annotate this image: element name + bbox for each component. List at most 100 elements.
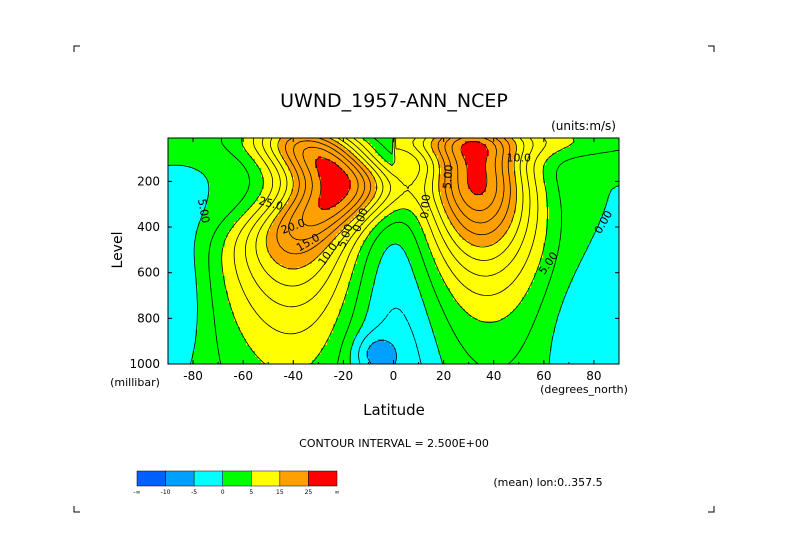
field-cell	[237, 219, 241, 223]
field-cell	[225, 168, 229, 172]
field-cell	[312, 249, 316, 253]
field-cell	[333, 324, 337, 328]
field-cell	[270, 270, 274, 274]
field-cell	[255, 336, 259, 340]
field-cell	[168, 246, 172, 250]
field-cell	[180, 246, 184, 250]
field-cell	[288, 219, 292, 223]
field-cell	[306, 321, 310, 325]
field-cell	[339, 264, 343, 268]
field-cell	[177, 354, 181, 358]
field-cell	[198, 234, 202, 238]
field-cell	[216, 219, 220, 223]
field-cell	[300, 159, 304, 163]
field-cell	[294, 288, 298, 292]
field-cell	[252, 288, 256, 292]
field-cell	[270, 240, 274, 244]
field-cell	[306, 198, 310, 202]
field-cell	[201, 153, 205, 157]
field-cell	[273, 156, 277, 160]
field-cell	[273, 336, 277, 340]
field-cell	[177, 309, 181, 313]
field-cell	[189, 174, 193, 178]
field-cell	[249, 156, 253, 160]
field-cell	[324, 258, 328, 262]
field-cell	[219, 147, 223, 151]
field-cell	[240, 159, 244, 163]
field-cell	[303, 198, 307, 202]
field-cell	[240, 273, 244, 277]
field-cell	[243, 183, 247, 187]
field-cell	[240, 360, 244, 364]
field-cell	[363, 198, 367, 202]
field-cell	[315, 327, 319, 331]
field-cell	[273, 213, 277, 217]
field-cell	[318, 297, 322, 301]
field-cell	[309, 300, 313, 304]
field-cell	[210, 282, 214, 286]
field-cell	[327, 210, 331, 214]
field-cell	[321, 147, 325, 151]
field-cell	[351, 240, 355, 244]
field-cell	[246, 333, 250, 337]
field-cell	[336, 228, 340, 232]
field-cell	[273, 171, 277, 175]
field-cell	[168, 231, 172, 235]
field-cell	[273, 279, 277, 283]
field-cell	[240, 270, 244, 274]
field-cell	[258, 138, 262, 142]
field-cell	[309, 255, 313, 259]
field-cell	[309, 171, 313, 175]
field-cell	[354, 279, 358, 283]
field-cell	[225, 153, 229, 157]
field-cell	[300, 216, 304, 220]
field-cell	[258, 195, 262, 199]
field-cell	[288, 285, 292, 289]
field-cell	[252, 237, 256, 241]
field-cell	[279, 246, 283, 250]
field-cell	[315, 201, 319, 205]
field-cell	[201, 180, 205, 184]
field-cell	[315, 216, 319, 220]
field-cell	[255, 270, 259, 274]
field-cell	[219, 348, 223, 352]
field-cell	[171, 201, 175, 205]
field-cell	[267, 219, 271, 223]
field-cell	[285, 159, 289, 163]
field-cell	[309, 183, 313, 187]
field-cell	[171, 168, 175, 172]
field-cell	[318, 321, 322, 325]
field-cell	[228, 324, 232, 328]
field-cell	[234, 159, 238, 163]
field-cell	[213, 189, 217, 193]
field-cell	[249, 264, 253, 268]
field-cell	[360, 258, 364, 262]
field-cell	[180, 243, 184, 247]
field-cell	[228, 138, 232, 142]
field-cell	[207, 213, 211, 217]
field-cell	[186, 156, 190, 160]
field-cell	[252, 240, 256, 244]
field-cell	[270, 312, 274, 316]
field-cell	[180, 252, 184, 256]
field-cell	[333, 141, 337, 145]
field-cell	[348, 339, 352, 343]
field-cell	[258, 147, 262, 151]
field-cell	[237, 342, 241, 346]
field-cell	[249, 345, 253, 349]
field-cell	[246, 279, 250, 283]
field-cell	[309, 282, 313, 286]
field-cell	[321, 183, 325, 187]
field-cell	[186, 204, 190, 208]
field-cell	[294, 231, 298, 235]
field-cell	[315, 150, 319, 154]
field-cell	[354, 234, 358, 238]
field-cell	[360, 186, 364, 190]
field-cell	[210, 270, 214, 274]
field-cell	[333, 330, 337, 334]
field-cell	[183, 207, 187, 211]
field-cell	[228, 270, 232, 274]
field-cell	[183, 141, 187, 145]
field-cell	[198, 195, 202, 199]
field-cell	[168, 360, 172, 364]
